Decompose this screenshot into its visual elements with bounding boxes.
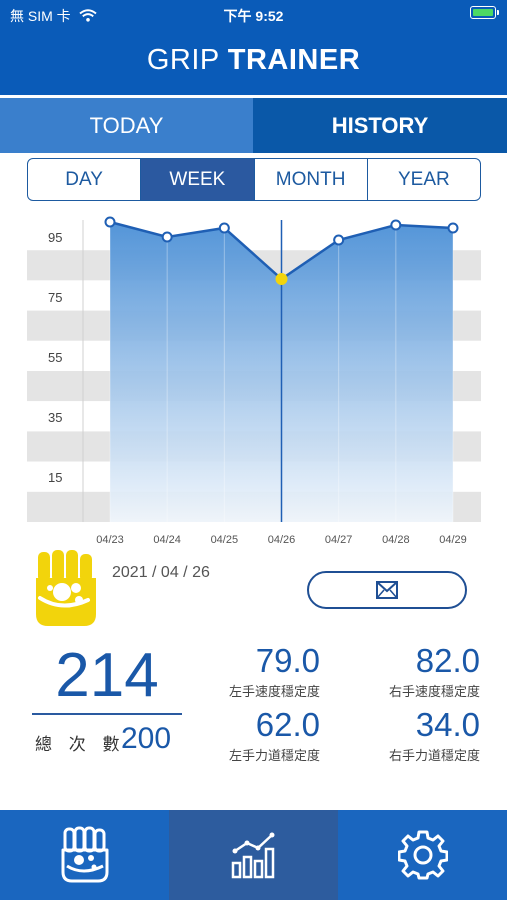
left-speed-stability-value: 79.0: [255, 642, 320, 679]
y-tick-label: 95: [48, 230, 62, 245]
x-tick-label: 04/23: [96, 534, 124, 546]
nav-history-button[interactable]: [169, 810, 338, 900]
y-tick-label: 35: [48, 410, 62, 425]
chart-point: [333, 234, 345, 246]
left-speed-stability-label: 左手速度穩定度: [228, 684, 320, 699]
left-force-stability-label: 左手力道穩定度: [228, 748, 320, 763]
chart-point: [161, 231, 173, 243]
bottom-nav: [0, 810, 507, 900]
chart-point: [447, 222, 459, 234]
x-tick-label: 04/25: [211, 534, 239, 546]
period-segmented-control: DAY WEEK MONTH YEAR: [27, 158, 481, 201]
left-force-stability-value: 62.0: [255, 706, 320, 743]
nav-today-button[interactable]: [0, 810, 169, 900]
envelope-icon: [376, 581, 398, 599]
grip-history-chart[interactable]: 95 75 55 35 15 04/23 04/24 04/25 04/26 04/27 04/2…: [0, 210, 507, 555]
status-carrier: 無 SIM 卡: [10, 6, 97, 26]
total-count-value: 214: [55, 641, 159, 710]
y-tick-label: 75: [48, 290, 62, 305]
carrier-label: 無 SIM 卡: [10, 8, 71, 24]
total-count-label: 總 次 數: [35, 735, 126, 754]
fist-icon: [61, 826, 108, 883]
x-tick-label: 04/28: [382, 534, 410, 546]
wifi-icon: [78, 9, 97, 22]
right-speed-stability-value: 82.0: [415, 642, 480, 679]
x-tick-label: 04/26: [268, 534, 296, 546]
target-count-value: 200: [121, 722, 172, 755]
tab-history[interactable]: HISTORY: [253, 98, 507, 153]
right-force-stability-value: 34.0: [415, 706, 480, 743]
fist-icon: [36, 550, 96, 626]
total-divider: [32, 713, 182, 715]
chart-point-selected: [275, 273, 288, 285]
status-time: 下午 9:52: [223, 8, 284, 24]
x-tick-label: 04/27: [325, 534, 353, 546]
period-tab-week[interactable]: WEEK: [141, 159, 255, 200]
period-tab-month[interactable]: MONTH: [255, 159, 368, 200]
chart-point: [218, 222, 230, 234]
chart-point: [390, 219, 402, 231]
x-tick-label: 04/24: [153, 534, 181, 546]
selected-date: 2021 / 04 / 26: [112, 564, 210, 581]
nav-settings-button[interactable]: [338, 810, 507, 900]
gear-icon: [397, 830, 448, 880]
app-title-bold: TRAINER: [227, 44, 361, 76]
x-tick-label: 04/29: [439, 534, 467, 546]
chart-point: [104, 216, 116, 228]
send-mail-button[interactable]: [307, 571, 467, 609]
y-tick-label: 55: [48, 350, 62, 365]
app-title-light: GRIP: [146, 44, 228, 76]
period-tab-day[interactable]: DAY: [28, 159, 142, 200]
app-title: GRIP TRAINER: [0, 44, 507, 77]
chart-icon: [231, 832, 274, 879]
period-tab-year[interactable]: YEAR: [398, 168, 450, 190]
right-speed-stability-label: 右手速度穩定度: [388, 684, 480, 699]
battery-charging-icon: [470, 6, 499, 19]
tab-today[interactable]: TODAY: [0, 98, 253, 153]
y-tick-label: 15: [48, 470, 62, 485]
right-force-stability-label: 右手力道穩定度: [388, 748, 480, 763]
